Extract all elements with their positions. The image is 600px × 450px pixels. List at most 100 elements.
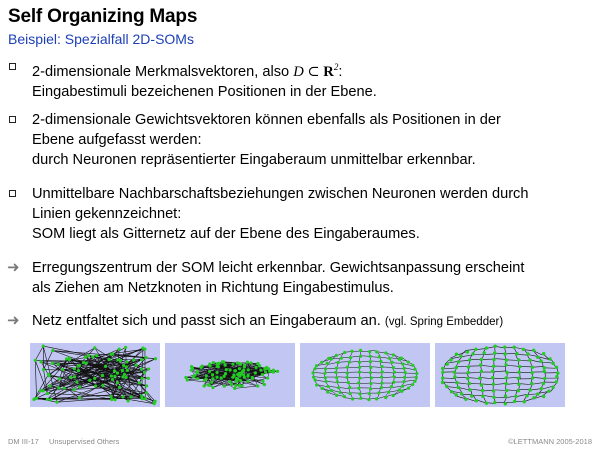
grid-node	[555, 374, 559, 379]
grid-node	[377, 355, 381, 359]
grid-node	[359, 354, 363, 358]
grid-node	[116, 358, 120, 362]
grid-node	[55, 400, 59, 404]
grid-node	[129, 395, 133, 399]
grid-node	[113, 374, 117, 378]
grid-node	[88, 378, 92, 382]
som-panel-contracted	[165, 343, 295, 407]
grid-node	[134, 363, 138, 367]
grid-node	[251, 376, 255, 380]
grid-node	[45, 391, 50, 396]
grid-node	[384, 396, 388, 400]
grid-node	[343, 350, 347, 355]
grid-node	[402, 379, 406, 384]
grid-node	[245, 360, 250, 364]
grid-node	[441, 376, 445, 380]
grid-node	[146, 376, 150, 380]
grid-node	[121, 395, 125, 399]
grid-edge	[234, 385, 258, 389]
grid-node	[323, 376, 327, 380]
grid-node	[517, 382, 521, 387]
grid-edge	[359, 382, 371, 384]
grid-node	[491, 364, 496, 368]
grid-node	[238, 383, 242, 388]
grid-node	[223, 372, 228, 376]
grid-node	[118, 358, 123, 363]
grid-edge	[114, 368, 149, 400]
grid-node	[504, 376, 508, 380]
grid-node	[41, 389, 45, 393]
grid-node	[411, 382, 415, 387]
grid-node	[401, 362, 405, 366]
grid-node	[326, 390, 330, 394]
grid-node	[216, 365, 220, 369]
grid-node	[532, 396, 536, 400]
grid-node	[100, 373, 105, 377]
grid-node	[512, 399, 517, 404]
grid-node	[459, 354, 463, 358]
grid-node	[413, 367, 417, 371]
grid-node	[263, 370, 268, 374]
grid-node	[34, 396, 39, 400]
grid-node	[256, 361, 260, 366]
grid-node	[539, 386, 544, 391]
grid-node	[215, 361, 220, 366]
grid-node	[516, 389, 521, 393]
grid-node	[368, 350, 372, 354]
grid-node	[231, 362, 235, 366]
grid-node	[249, 361, 253, 365]
grid-edge	[47, 381, 78, 400]
grid-node	[504, 381, 508, 386]
bullet-text: durch Neuronen repräsentierter Eingabera…	[32, 152, 476, 168]
grid-node	[522, 400, 526, 404]
grid-edge	[377, 351, 385, 354]
grid-node	[392, 370, 397, 374]
grid-node	[368, 360, 373, 364]
grid-edge	[515, 393, 528, 397]
grid-node	[413, 379, 417, 383]
grid-node	[231, 375, 235, 379]
footer-left: DM III-17 Unsupervised Others	[8, 437, 119, 446]
grid-node	[115, 381, 120, 385]
grid-edge	[43, 345, 110, 360]
grid-node	[345, 365, 350, 369]
grid-node	[543, 376, 547, 381]
grid-node	[204, 377, 208, 381]
grid-edge	[58, 363, 155, 404]
grid-node	[515, 352, 519, 356]
grid-node	[391, 366, 396, 370]
grid-node	[209, 380, 214, 384]
bullet-text: Eingabestimuli bezeichenen Positionen in…	[32, 83, 377, 100]
grid-node	[539, 359, 543, 363]
square-bullet-icon	[9, 190, 16, 197]
grid-edge	[70, 347, 126, 378]
grid-node	[402, 366, 406, 370]
grid-node	[491, 376, 495, 380]
grid-node	[229, 382, 234, 387]
grid-node	[345, 375, 349, 379]
grid-node	[541, 352, 546, 356]
grid-node	[259, 368, 263, 372]
grid-edge	[524, 349, 534, 352]
grid-node	[406, 386, 411, 390]
grid-node	[109, 394, 113, 399]
grid-node	[190, 366, 195, 371]
grid-node	[326, 384, 330, 389]
grid-node	[479, 363, 483, 367]
grid-node	[474, 347, 478, 351]
grid-node	[253, 371, 257, 375]
grid-node	[234, 383, 238, 388]
grid-node	[369, 376, 374, 380]
grid-node	[143, 397, 147, 401]
grid-edge	[35, 345, 44, 361]
grid-node	[153, 357, 158, 361]
slide-subtitle: Beispiel: Spezialfall 2D-SOMs	[8, 31, 194, 47]
grid-node	[38, 389, 42, 393]
grid-node	[521, 347, 526, 352]
bullet-text: Unmittelbare Nachbarschaftsbeziehungen z…	[32, 186, 529, 202]
grid-node	[276, 369, 280, 373]
grid-node	[117, 385, 122, 390]
grid-node	[237, 367, 242, 371]
grid-edge	[86, 348, 120, 364]
grid-node	[246, 368, 250, 372]
